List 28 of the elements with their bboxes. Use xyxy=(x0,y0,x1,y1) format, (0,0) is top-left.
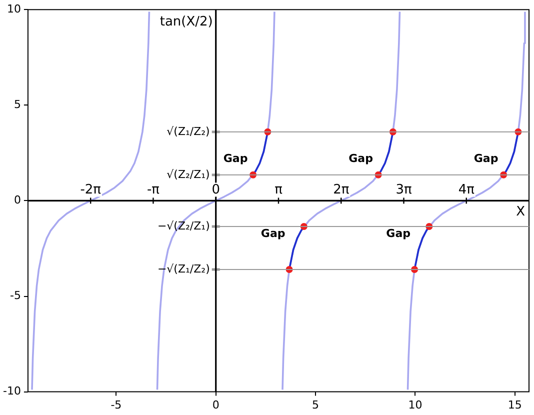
ref-line-label: −√(Z₁/Z₂) xyxy=(157,262,210,276)
annotation: Gap xyxy=(260,227,286,240)
y-tick-label: 0 xyxy=(14,194,21,207)
y-tick-label: 10 xyxy=(6,2,21,16)
x2-tick-label: 2π xyxy=(333,182,350,198)
x2-tick-label: 4π xyxy=(458,182,475,198)
x2-tick-label: -2π xyxy=(80,182,102,198)
annotation: Gap xyxy=(223,152,248,166)
x2-tick-label: 3π xyxy=(396,182,412,198)
x2-tick-label: 0 xyxy=(212,182,220,198)
y-tick-label: 5 xyxy=(14,98,21,112)
annotation: Gap xyxy=(474,152,498,166)
ref-line-label: √(Z₂/Z₁) xyxy=(166,168,210,181)
x-tick-label: 15 xyxy=(508,398,522,412)
x2-tick-label: π xyxy=(274,182,283,198)
y-tick-label: -5 xyxy=(10,289,21,302)
x-tick-label: 10 xyxy=(408,398,422,412)
y-axis-title: tan(X/2) xyxy=(160,14,213,30)
ref-line-label: −√(Z₂/Z₁) xyxy=(157,219,210,232)
x2-tick-label: -π xyxy=(146,182,160,198)
annotation: Gap xyxy=(348,152,374,166)
x-tick-label: 5 xyxy=(312,398,320,412)
x-axis-title: X xyxy=(516,204,526,220)
x-tick-label: -5 xyxy=(110,398,122,412)
annotation: Gap xyxy=(386,227,411,240)
x-tick-label: 0 xyxy=(212,398,220,412)
ref-line-label: √(Z₁/Z₂) xyxy=(166,124,210,138)
y-tick-label: -10 xyxy=(3,384,21,398)
